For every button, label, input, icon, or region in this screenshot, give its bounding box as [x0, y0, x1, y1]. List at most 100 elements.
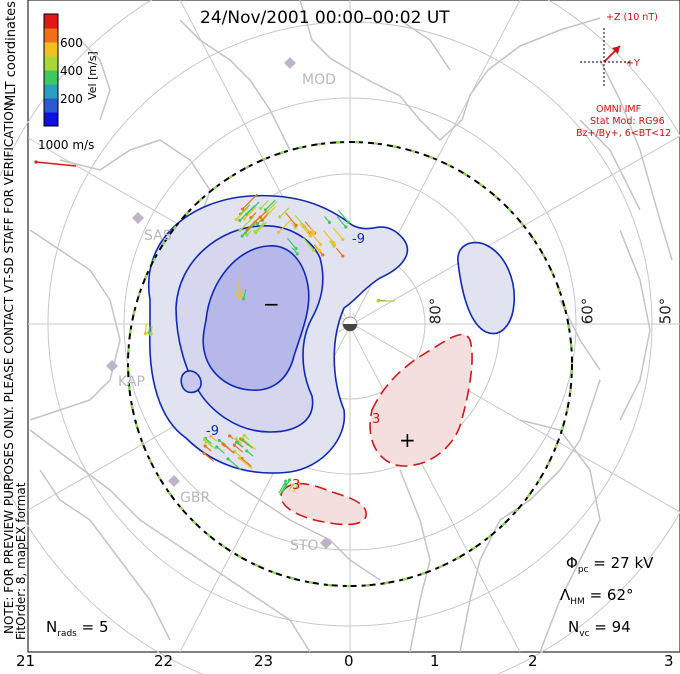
velocity-vector: [265, 199, 276, 211]
velocity-vector-origin: [234, 217, 238, 222]
contour-label-3: 3: [372, 412, 381, 427]
velocity-vector-origin: [341, 254, 345, 258]
imf-z-label: +Z (10 nT): [606, 12, 658, 23]
velocity-vector-origin: [242, 433, 246, 438]
velocity-vector-origin: [341, 237, 345, 241]
velocity-vector: [293, 483, 300, 493]
velocity-vector-origin: [344, 225, 348, 229]
velocity-vector: [246, 201, 260, 215]
velocity-vector: [246, 215, 262, 231]
imf-source: OMNI IMF: [596, 104, 642, 115]
velocity-vector-origin: [227, 434, 232, 438]
velocity-vector: [302, 237, 315, 251]
mlt-coordinates-label: MLT coordinates: [4, 1, 19, 106]
velocity-vector: [222, 443, 235, 454]
station-label-mod: MOD: [302, 72, 336, 88]
velocity-vector-origin: [245, 233, 249, 237]
velocity-vector: [240, 204, 251, 215]
velocity-vector: [294, 214, 305, 227]
potential-maximum-sign: +: [399, 428, 416, 452]
negative-cell-small-loop: [180, 370, 202, 394]
velocity-vector: [260, 200, 269, 209]
heppner-maynard-boundary-overlay: [127, 141, 573, 587]
velocity-vector-origin: [238, 218, 242, 222]
negative-cell-side: [457, 241, 516, 335]
scale-vector-origin: [34, 160, 38, 164]
velocity-vector-origin: [332, 244, 336, 248]
velocity-vector-origin: [327, 220, 332, 224]
velocity-vector-origin: [309, 232, 314, 237]
velocity-vector-origin: [376, 299, 380, 303]
mlt-axis-tick-1: 1: [430, 652, 440, 670]
contour-label-2: -9: [206, 424, 219, 439]
velocity-vector-origin: [242, 217, 246, 221]
latitude-label-60: 60°: [578, 297, 597, 325]
velocity-vector-origin: [209, 434, 213, 439]
positive-cell-lower: [280, 482, 367, 526]
velocity-vector: [242, 439, 253, 449]
velocity-vector-origin: [312, 230, 316, 235]
mlt-axis-tick-0: 0: [344, 652, 354, 670]
station-label-gbr: GBR: [180, 490, 211, 506]
velocity-vector-origin: [346, 220, 351, 224]
velocity-vector-origin: [245, 228, 249, 232]
velocity-vector-origin: [276, 230, 281, 234]
radar-stations: [106, 57, 332, 549]
velocity-vector-origin: [238, 228, 242, 233]
coastlines: [29, 0, 673, 653]
velocity-vector: [265, 201, 278, 213]
velocity-vector: [242, 438, 257, 451]
velocity-vector-origin: [294, 247, 298, 251]
velocity-vector: [235, 276, 241, 294]
potential-minimum-sign: −: [263, 292, 280, 316]
imf-condition: Bz+/By+, 6<BT<12: [576, 128, 672, 139]
velocity-vector: [242, 193, 258, 210]
colorbar-segment: [44, 42, 58, 57]
pole-marker: [342, 316, 358, 332]
stat-phi-pc: Φpc = 27 kV: [566, 554, 654, 575]
station-gbr-marker: [168, 475, 180, 487]
velocity-vector-origin: [234, 437, 238, 441]
velocity-vector-origin: [318, 242, 323, 246]
velocity-vector-origin: [240, 234, 244, 238]
stat-n-rads: Nrads = 5: [46, 618, 109, 639]
stat-n-vc: Nvc = 94: [568, 618, 631, 639]
mlt-axis-tick-22: 22: [154, 652, 174, 670]
station-sto-marker: [320, 537, 332, 549]
velocity-vectors: [143, 193, 395, 496]
velocity-vector: [204, 439, 217, 450]
station-label-sto: STO: [290, 538, 319, 554]
colorbar-segment: [44, 98, 58, 113]
mlt-axis-tick-23: 23: [254, 652, 274, 670]
velocity-vector: [227, 458, 242, 470]
map-title: 24/Nov/2001 00:00–00:02 UT: [200, 8, 450, 28]
velocity-vector: [278, 480, 287, 494]
colorbar-segment: [44, 70, 58, 85]
velocity-vector-origin: [202, 451, 206, 455]
colorbar-segment: [44, 112, 58, 127]
velocity-vector-origin: [149, 331, 153, 336]
imf-y-label: +Y: [626, 58, 640, 69]
colorbar-tick-200: 200: [60, 92, 83, 106]
positive-cell: [369, 333, 473, 467]
velocity-vector-origin: [296, 481, 301, 485]
velocity-vector-origin: [237, 456, 241, 460]
colorbar-tick-400: 400: [60, 64, 83, 78]
velocity-vector-origin: [240, 207, 245, 211]
velocity-vector-origin: [290, 483, 295, 487]
velocity-vector-origin: [321, 253, 325, 257]
velocity-vector: [336, 216, 347, 228]
velocity-vector: [238, 287, 243, 298]
mlt-axis-tick-21: 21: [16, 652, 36, 670]
velocity-vector-origin: [302, 224, 306, 228]
stat-lambda-hm: ΛHM = 62°: [560, 586, 634, 607]
colorbar-segment: [44, 28, 58, 43]
velocity-vector-origin: [237, 295, 241, 299]
velocity-vector: [243, 206, 257, 220]
velocity-vector: [239, 215, 255, 231]
velocity-vector-origin: [232, 443, 236, 447]
velocity-vector: [338, 209, 349, 223]
negative-cell-inner: [202, 245, 310, 391]
velocity-vector-origin: [284, 482, 288, 487]
